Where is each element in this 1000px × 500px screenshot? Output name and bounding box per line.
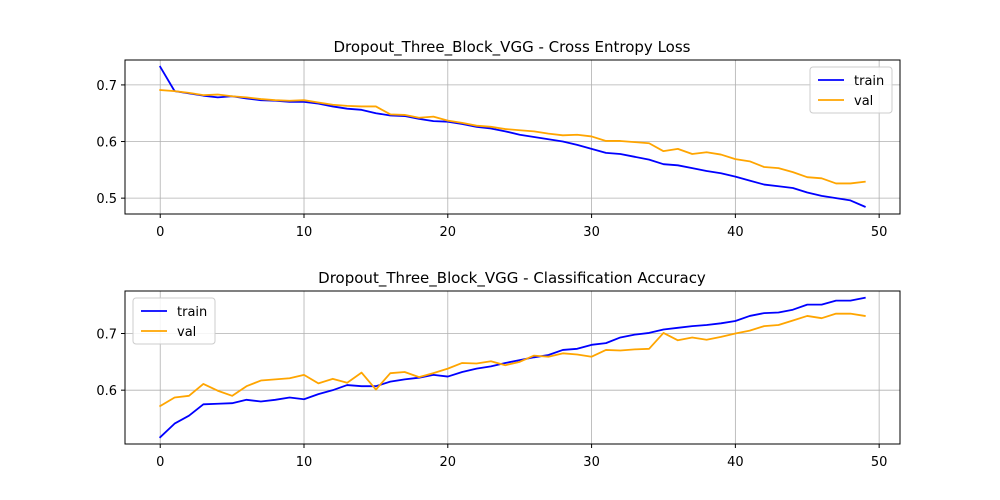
y-tick-label: 0.7 — [96, 79, 117, 94]
axes-frame — [124, 290, 901, 445]
legend: train val — [132, 297, 216, 345]
legend-label-val: val — [854, 94, 873, 109]
series-line-val — [158, 312, 866, 408]
x-tick-label: 20 — [440, 455, 457, 470]
legend: train val — [809, 66, 893, 114]
y-tick-label: 0.5 — [96, 192, 117, 207]
x-tick-label: 40 — [727, 225, 744, 240]
x-tick-label: 0 — [156, 225, 164, 240]
subplot-accuracy: Dropout_Three_Block_VGG - Classification… — [96, 269, 901, 470]
x-tick-label: 10 — [296, 225, 313, 240]
y-tick-label: 0.7 — [96, 328, 117, 343]
series-line-train — [158, 296, 866, 439]
x-tick-label: 40 — [727, 455, 744, 470]
x-tick-label: 30 — [583, 225, 600, 240]
x-tick-label: 30 — [583, 455, 600, 470]
subplot-loss: Dropout_Three_Block_VGG - Cross Entropy … — [96, 38, 901, 240]
series-line-val — [159, 89, 866, 185]
legend-label-train: train — [177, 305, 207, 320]
legend-box — [132, 297, 216, 345]
x-tick-label: 50 — [871, 455, 888, 470]
chart-title-accuracy: Dropout_Three_Block_VGG - Classification… — [318, 269, 706, 288]
y-tick-label: 0.6 — [96, 384, 117, 399]
x-tick-label: 10 — [296, 455, 313, 470]
x-tick-label: 0 — [156, 455, 164, 470]
x-tick-label: 20 — [440, 225, 457, 240]
axes-frame — [124, 59, 901, 215]
chart-title-loss: Dropout_Three_Block_VGG - Cross Entropy … — [334, 38, 691, 57]
legend-label-val: val — [177, 325, 196, 340]
legend-box — [809, 66, 893, 114]
y-tick-label: 0.6 — [96, 136, 117, 151]
x-tick-label: 50 — [871, 225, 888, 240]
legend-label-train: train — [854, 74, 884, 89]
series-line-train — [158, 65, 866, 208]
